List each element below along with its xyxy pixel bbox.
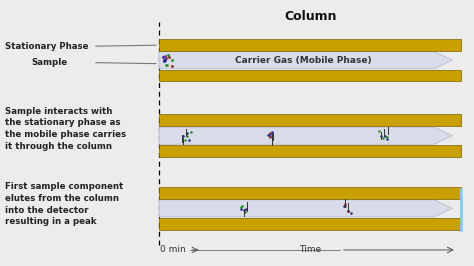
Bar <box>159 114 462 126</box>
Bar <box>159 69 462 81</box>
Text: First sample component
elutes from the column
into the detector
resulting in a p: First sample component elutes from the c… <box>5 182 124 226</box>
Text: Column: Column <box>284 10 337 23</box>
Text: 0 min: 0 min <box>160 246 186 255</box>
Bar <box>159 39 462 51</box>
FancyArrow shape <box>159 200 452 217</box>
Bar <box>159 218 462 230</box>
Text: Sample: Sample <box>31 58 67 67</box>
Text: Carrier Gas (Mobile Phase): Carrier Gas (Mobile Phase) <box>235 56 372 65</box>
FancyArrow shape <box>159 52 452 69</box>
Text: Sample interacts with
the stationary phase as
the mobile phase carries
it throug: Sample interacts with the stationary pha… <box>5 107 127 151</box>
Bar <box>159 187 462 199</box>
Text: Time: Time <box>299 246 321 255</box>
Bar <box>159 145 462 157</box>
FancyArrow shape <box>159 127 452 144</box>
Text: Stationary Phase: Stationary Phase <box>5 42 89 51</box>
